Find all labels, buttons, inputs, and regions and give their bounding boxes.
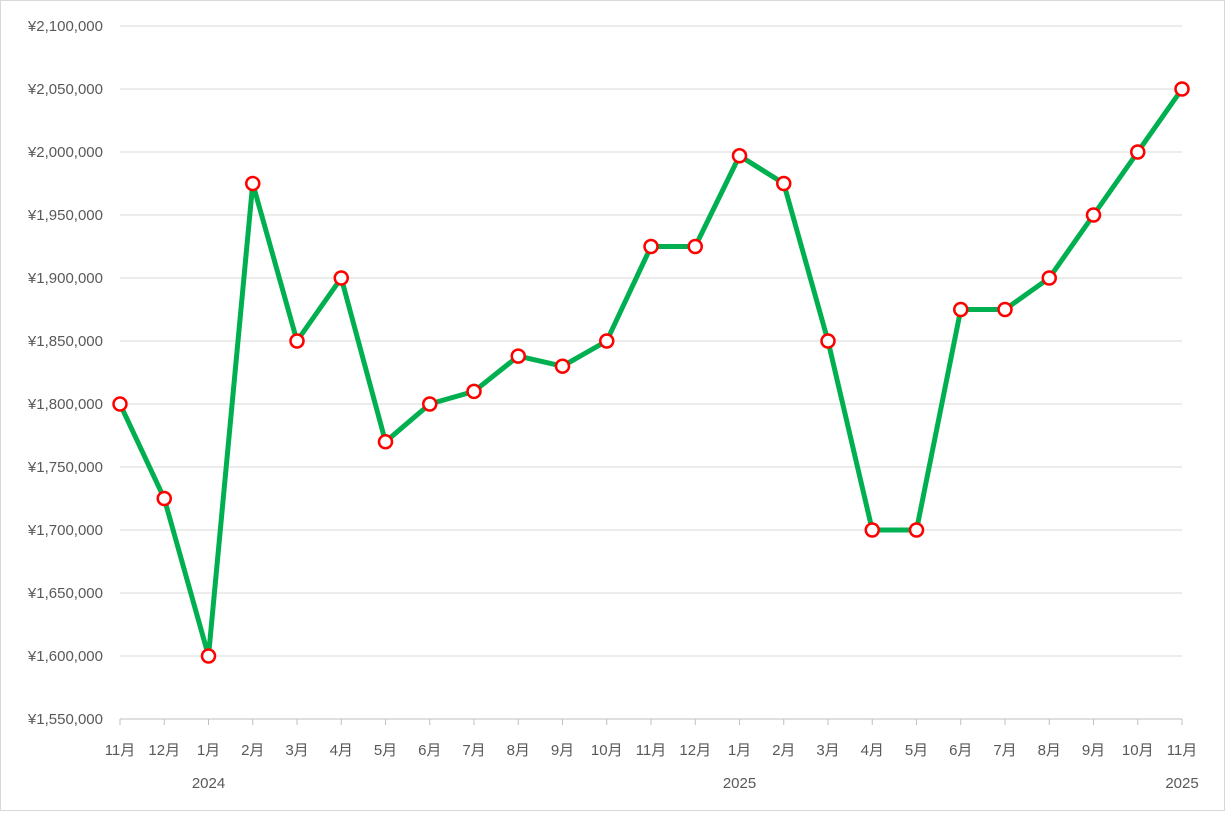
- x-axis-tick-labels: 11月 12月 1月 2月 3月 4月 5月 6月 7月 8月 9月 10月 11月 12月 1月 2月 3月 4…: [105, 742, 1198, 759]
- data-point: [1041, 270, 1057, 286]
- y-tick-label: ¥1,750,000: [27, 459, 103, 476]
- y-tick-label: ¥2,000,000: [27, 144, 103, 161]
- data-point: [377, 434, 394, 450]
- x-tick-label: 11月: [1167, 742, 1198, 759]
- data-point: [200, 648, 217, 664]
- data-point: [1174, 81, 1190, 97]
- data-point: [820, 333, 836, 349]
- x-tick-label: 5月: [905, 742, 928, 759]
- x-tick-label: 10月: [1122, 742, 1154, 759]
- data-point: [1130, 144, 1146, 160]
- y-tick-label: ¥1,550,000: [27, 711, 103, 728]
- y-tick-label: ¥1,650,000: [27, 585, 103, 602]
- x-tick-label: 1月: [728, 742, 751, 759]
- x-tick-label: 1月: [197, 742, 220, 759]
- y-tick-label: ¥1,850,000: [27, 333, 103, 350]
- x-tick-label: 12月: [148, 742, 180, 759]
- y-tick-label: ¥1,800,000: [27, 396, 103, 413]
- data-point: [864, 522, 880, 538]
- x-tick-label: 10月: [591, 742, 623, 759]
- x-tick-label: 4月: [861, 742, 884, 759]
- data-point: [687, 238, 703, 255]
- x-tick-label: 9月: [1082, 742, 1105, 759]
- data-point: [953, 301, 969, 318]
- data-point: [510, 348, 526, 364]
- x-axis-year-labels: 2024 2025 2025: [192, 775, 1199, 792]
- x-tick-label: 7月: [993, 742, 1016, 759]
- y-tick-label: ¥2,100,000: [27, 18, 103, 35]
- data-point: [289, 333, 305, 349]
- y-tick-label: ¥1,900,000: [27, 270, 103, 287]
- x-axis: [119, 718, 1183, 725]
- data-point: [1085, 207, 1102, 223]
- x-tick-label: 7月: [462, 742, 485, 759]
- data-point: [112, 396, 128, 412]
- data-point: [333, 270, 349, 286]
- y-tick-label: ¥1,600,000: [27, 648, 103, 665]
- x-tick-label: 8月: [1038, 742, 1061, 759]
- data-point: [245, 175, 261, 192]
- x-tick-label: 4月: [330, 742, 353, 759]
- x-tick-label: 8月: [507, 742, 530, 759]
- data-point: [776, 175, 792, 192]
- x-tick-label: 6月: [418, 742, 441, 759]
- x-tick-label: 5月: [374, 742, 397, 759]
- x-tick-label: 11月: [105, 742, 136, 759]
- x-tick-label: 2月: [772, 742, 795, 759]
- x-tick-label: 6月: [949, 742, 972, 759]
- data-point: [554, 358, 571, 374]
- y-tick-label: ¥2,050,000: [27, 81, 103, 98]
- data-point: [156, 490, 172, 507]
- x-tick-label: 11月: [636, 742, 667, 759]
- series-markers: [112, 81, 1190, 664]
- data-point: [466, 383, 482, 400]
- x-year-label: 2025: [723, 775, 756, 792]
- x-tick-label: 9月: [551, 742, 574, 759]
- y-tick-label: ¥1,700,000: [27, 522, 103, 539]
- x-tick-label: 3月: [285, 742, 308, 759]
- data-point: [643, 238, 659, 255]
- x-year-label: 2025: [1165, 775, 1198, 792]
- data-point: [997, 301, 1013, 318]
- x-year-label: 2024: [192, 775, 225, 792]
- x-tick-label: 3月: [816, 742, 839, 759]
- data-point: [731, 148, 748, 164]
- y-axis-tick-labels: ¥1,550,000 ¥1,600,000 ¥1,650,000 ¥1,700,000…: [27, 18, 103, 728]
- data-point: [599, 333, 615, 349]
- x-tick-label: 2月: [241, 742, 264, 759]
- data-point: [422, 396, 438, 412]
- data-point: [908, 522, 925, 538]
- y-tick-label: ¥1,950,000: [27, 207, 103, 224]
- x-tick-label: 12月: [679, 742, 711, 759]
